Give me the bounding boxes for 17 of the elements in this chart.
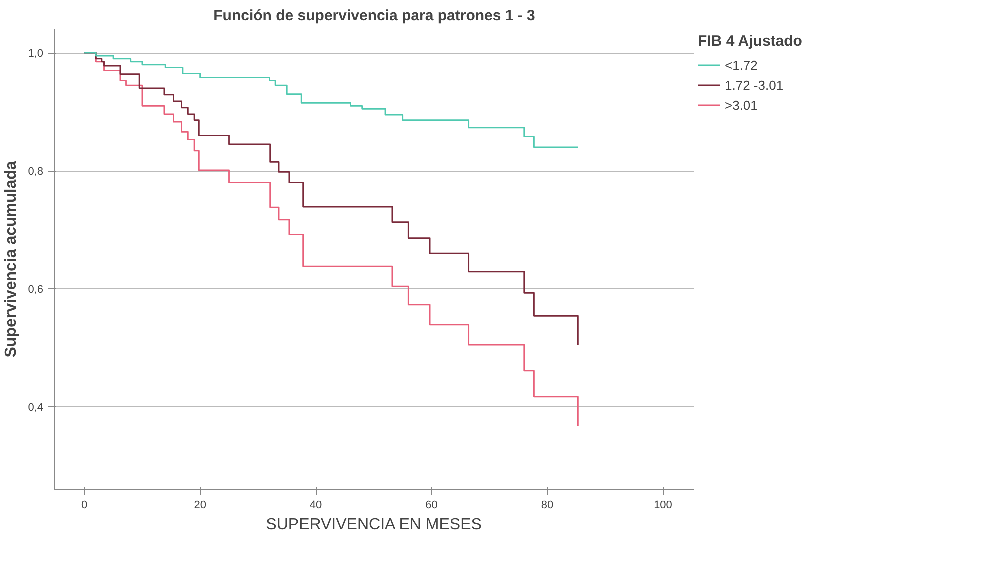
chart-title: Función de supervivencia para patrones 1 - 3 — [214, 8, 536, 24]
legend-label: 1.72 -3.01 — [725, 78, 784, 92]
y-tick-label: 0,4 — [28, 402, 44, 414]
x-tick-label: 0 — [82, 500, 88, 512]
legend-label: <1.72 — [725, 58, 758, 72]
x-tick-label: 100 — [654, 500, 672, 512]
x-tick-label: 40 — [310, 500, 322, 512]
legend-label: >3.01 — [725, 98, 758, 112]
y-tick-label: 0,6 — [28, 284, 44, 296]
x-axis-title: SUPERVIVENCIA EN MESES — [266, 516, 482, 534]
x-tick-label: 20 — [194, 500, 206, 512]
legend-title: FIB 4 Ajustado — [698, 33, 802, 50]
y-tick-label: 1,0 — [28, 48, 44, 60]
y-tick-label: 0,8 — [28, 166, 44, 178]
x-tick-label: 80 — [541, 500, 554, 512]
y-axis-title: Supervivencia acumulada — [3, 161, 20, 358]
x-tick-label: 60 — [426, 500, 438, 512]
